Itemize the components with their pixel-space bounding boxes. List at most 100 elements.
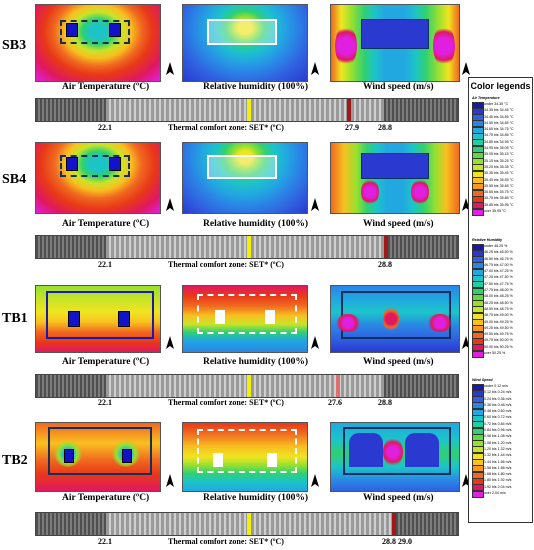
north-arrow-icon xyxy=(462,62,470,75)
bar-value-c-tb1: 28.8 xyxy=(378,398,392,407)
legend-label: 1.32 bis 1.44 m/s xyxy=(484,453,512,458)
wind-speed-map-tb2 xyxy=(330,422,460,492)
legend-label: 35.45 bis 35.55 °C xyxy=(484,177,514,182)
legend-group-heading: Air Temperature xyxy=(472,96,500,100)
air-temperature-map-tb1 xyxy=(35,285,161,353)
north-arrow-icon xyxy=(311,62,319,75)
comfort-bar-tb2 xyxy=(35,512,459,536)
comfort-marker xyxy=(247,236,251,258)
comfort-zone-caption: Thermal comfort zone: SET* (ºC) xyxy=(168,398,284,407)
air-temperature-map-sb4 xyxy=(35,142,161,214)
comfort-marker xyxy=(247,99,251,121)
bar-value-c-tb2: 28.8 xyxy=(382,537,396,546)
building-block xyxy=(64,449,74,463)
legend-label: 1.20 bis 1.32 m/s xyxy=(484,446,512,451)
legend-label: 47.00 bis 47.25 % xyxy=(484,269,513,274)
legend-label: 0.72 bis 0.84 m/s xyxy=(484,421,512,426)
legend-label: 35.55 bis 35.65 °C xyxy=(484,183,514,188)
caption-wind-speed: Wind speed (m/s) xyxy=(363,357,434,367)
legend-swatch xyxy=(472,490,484,498)
legend-label: 49.00 bis 49.25 % xyxy=(484,319,513,324)
comfort-zone-caption: Thermal comfort zone: SET* (ºC) xyxy=(168,123,284,132)
caption-wind-speed: Wind speed (m/s) xyxy=(363,493,434,503)
bar-hot-segment xyxy=(384,99,458,121)
wind-hotspot xyxy=(383,437,403,467)
legend-label: 49.75 bis 50.00 % xyxy=(484,338,513,343)
legend-label: 50.00 bis 50.25 % xyxy=(484,344,513,349)
legend-label: 0.48 bis 0.60 m/s xyxy=(484,409,512,414)
bar-value-d-tb2: 29.0 xyxy=(398,537,412,546)
legend-label: 0.96 bis 1.08 m/s xyxy=(484,434,512,439)
bar-value-a-tb2: 22.1 xyxy=(98,537,112,546)
legend-label: 34.45 bis 34.55 °C xyxy=(484,114,514,119)
bar-value-c-sb4: 28.8 xyxy=(378,260,392,269)
wind-hotspot xyxy=(335,25,357,67)
building-block xyxy=(213,453,223,467)
bar-hot-segment xyxy=(384,236,458,258)
air-temperature-map-tb2 xyxy=(35,422,161,492)
legend-label: 35.75 bis 35.85 °C xyxy=(484,196,514,201)
row-label-tb1: TB1 xyxy=(2,311,28,326)
north-arrow-icon xyxy=(166,474,174,487)
legend-label: 1.92 bis 2.04 m/s xyxy=(484,484,512,489)
bar-cold-segment xyxy=(36,375,106,397)
caption-relative-humidity: Relative humidity (100%) xyxy=(203,82,309,92)
wind-hotspot xyxy=(427,314,453,332)
air-temperature-map-sb3 xyxy=(35,4,161,82)
bar-hot-segment xyxy=(384,375,458,397)
legend-label: 1.68 bis 1.80 m/s xyxy=(484,472,512,477)
legend-label: under 46.25 % xyxy=(484,244,508,248)
threshold-marker xyxy=(336,375,340,397)
comfort-bar-tb1 xyxy=(35,374,459,398)
caption-wind-speed: Wind speed (m/s) xyxy=(363,82,434,92)
legend-entry: over 35.95 °C xyxy=(472,208,530,216)
relative-humidity-map-sb4 xyxy=(182,142,308,214)
legend-label: 35.85 bis 35.95 °C xyxy=(484,202,514,207)
building-footprint xyxy=(405,433,439,467)
wind-speed-map-sb4 xyxy=(330,142,460,214)
bar-value-b-sb3: 27.9 xyxy=(345,123,359,132)
building-block xyxy=(66,23,78,37)
comfort-marker xyxy=(247,375,251,397)
building-block xyxy=(122,449,132,463)
legend-label: 1.80 bis 1.92 m/s xyxy=(484,478,512,483)
wind-hotspot xyxy=(411,179,429,205)
legend-label: 35.15 bis 35.25 °C xyxy=(484,158,514,163)
legend-label: 1.08 bis 1.20 m/s xyxy=(484,440,512,445)
bar-cold-segment xyxy=(36,99,106,121)
comfort-bar-sb3 xyxy=(35,98,459,122)
north-arrow-icon xyxy=(311,336,319,349)
building-block xyxy=(267,453,277,467)
legend-label: 35.35 bis 35.45 °C xyxy=(484,171,514,176)
building-footprint xyxy=(207,155,277,179)
legend-label: 0.24 bis 0.36 m/s xyxy=(484,396,512,401)
legend-label: 35.25 bis 35.35 °C xyxy=(484,164,514,169)
caption-air-temperature: Air Temperature (ºC) xyxy=(62,493,150,503)
legend-title: Color legends xyxy=(470,81,531,91)
comfort-zone-caption: Thermal comfort zone: SET* (ºC) xyxy=(168,260,284,269)
building-footprint xyxy=(207,19,277,45)
bar-cold-segment xyxy=(36,513,106,535)
legend-label: 0.36 bis 0.48 m/s xyxy=(484,402,512,407)
legend-label: 46.75 bis 47.00 % xyxy=(484,262,513,267)
wind-hotspot xyxy=(335,314,361,332)
legend-label: over 35.95 °C xyxy=(484,209,507,214)
bar-value-a-tb1: 22.1 xyxy=(98,398,112,407)
legend-label: over 50.25 % xyxy=(484,351,506,356)
threshold-marker xyxy=(347,99,351,121)
building-outline xyxy=(197,429,297,473)
legend-label: 47.50 bis 47.75 % xyxy=(484,281,513,286)
building-block xyxy=(109,157,121,171)
building-block xyxy=(215,310,225,324)
legend-label: 0.60 bis 0.72 m/s xyxy=(484,415,512,420)
legend-label: 1.56 bis 1.68 m/s xyxy=(484,465,512,470)
row-label-sb4: SB4 xyxy=(2,172,27,187)
legend-group: Air Temperature under 34.35 °C 34.35 bis 3… xyxy=(472,96,530,216)
legend-label: 46.25 bis 46.50 % xyxy=(484,250,513,255)
legend-label: 49.50 bis 49.75 % xyxy=(484,332,513,337)
building-block xyxy=(109,23,121,37)
legend-label: 48.25 bis 48.50 % xyxy=(484,300,513,305)
row-label-sb3: SB3 xyxy=(2,38,27,53)
bar-value-a-sb4: 22.1 xyxy=(98,260,112,269)
legend-label: under 0.12 m/s xyxy=(484,384,508,388)
